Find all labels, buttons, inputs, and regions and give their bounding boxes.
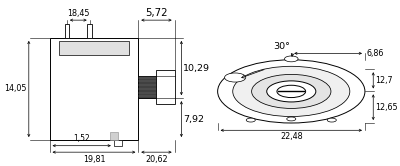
Text: 19,81: 19,81 [83,155,105,164]
Circle shape [252,74,331,108]
Bar [114,140,122,146]
Bar [138,76,156,98]
Bar [65,24,69,38]
Circle shape [287,117,296,121]
Circle shape [218,60,365,123]
Text: 1,52: 1,52 [73,134,90,143]
Circle shape [284,56,298,62]
Text: 6,86: 6,86 [367,49,384,58]
Circle shape [246,118,255,122]
Bar [110,132,118,140]
Bar [87,24,92,38]
Circle shape [233,66,350,117]
Text: 18,45: 18,45 [67,9,90,18]
Circle shape [277,85,306,98]
Text: 12,65: 12,65 [375,103,398,112]
Bar [56,41,132,137]
Text: 7,92: 7,92 [183,115,204,124]
Text: 14,05: 14,05 [4,84,27,93]
Bar [50,38,138,140]
Text: 22,48: 22,48 [280,132,302,141]
Circle shape [267,81,316,102]
Bar [59,41,129,55]
Circle shape [224,73,246,82]
Text: 30°: 30° [274,42,290,51]
Text: 12,7: 12,7 [375,76,393,85]
Text: 5,72: 5,72 [145,8,168,18]
Circle shape [327,118,336,122]
Text: 10,29: 10,29 [183,64,210,73]
Text: 20,62: 20,62 [145,155,168,164]
Bar [156,70,174,104]
